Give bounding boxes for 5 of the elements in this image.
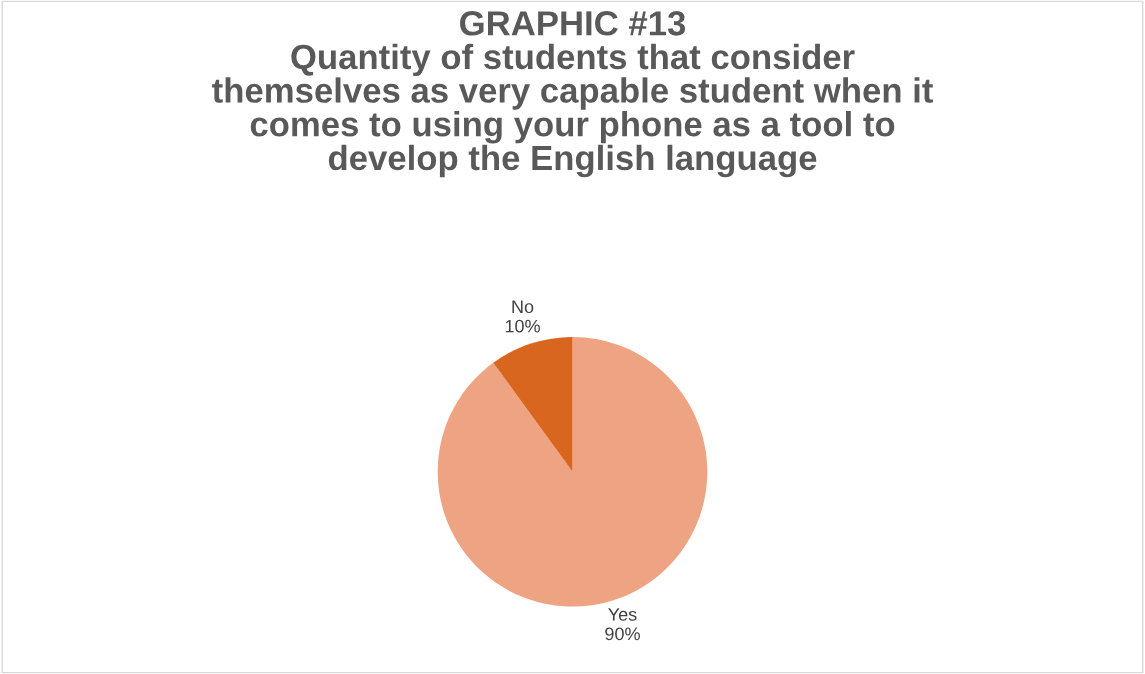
chart-title: GRAPHIC #13 Quantity of students that consider themselves as very capable student when it comes to using your phone as a tool to develop the English language <box>212 11 933 178</box>
data-label: 10% <box>505 319 540 333</box>
slice-label: No <box>512 300 534 314</box>
data-label: 90% <box>605 627 640 641</box>
slice-label: Yes <box>608 608 637 621</box>
